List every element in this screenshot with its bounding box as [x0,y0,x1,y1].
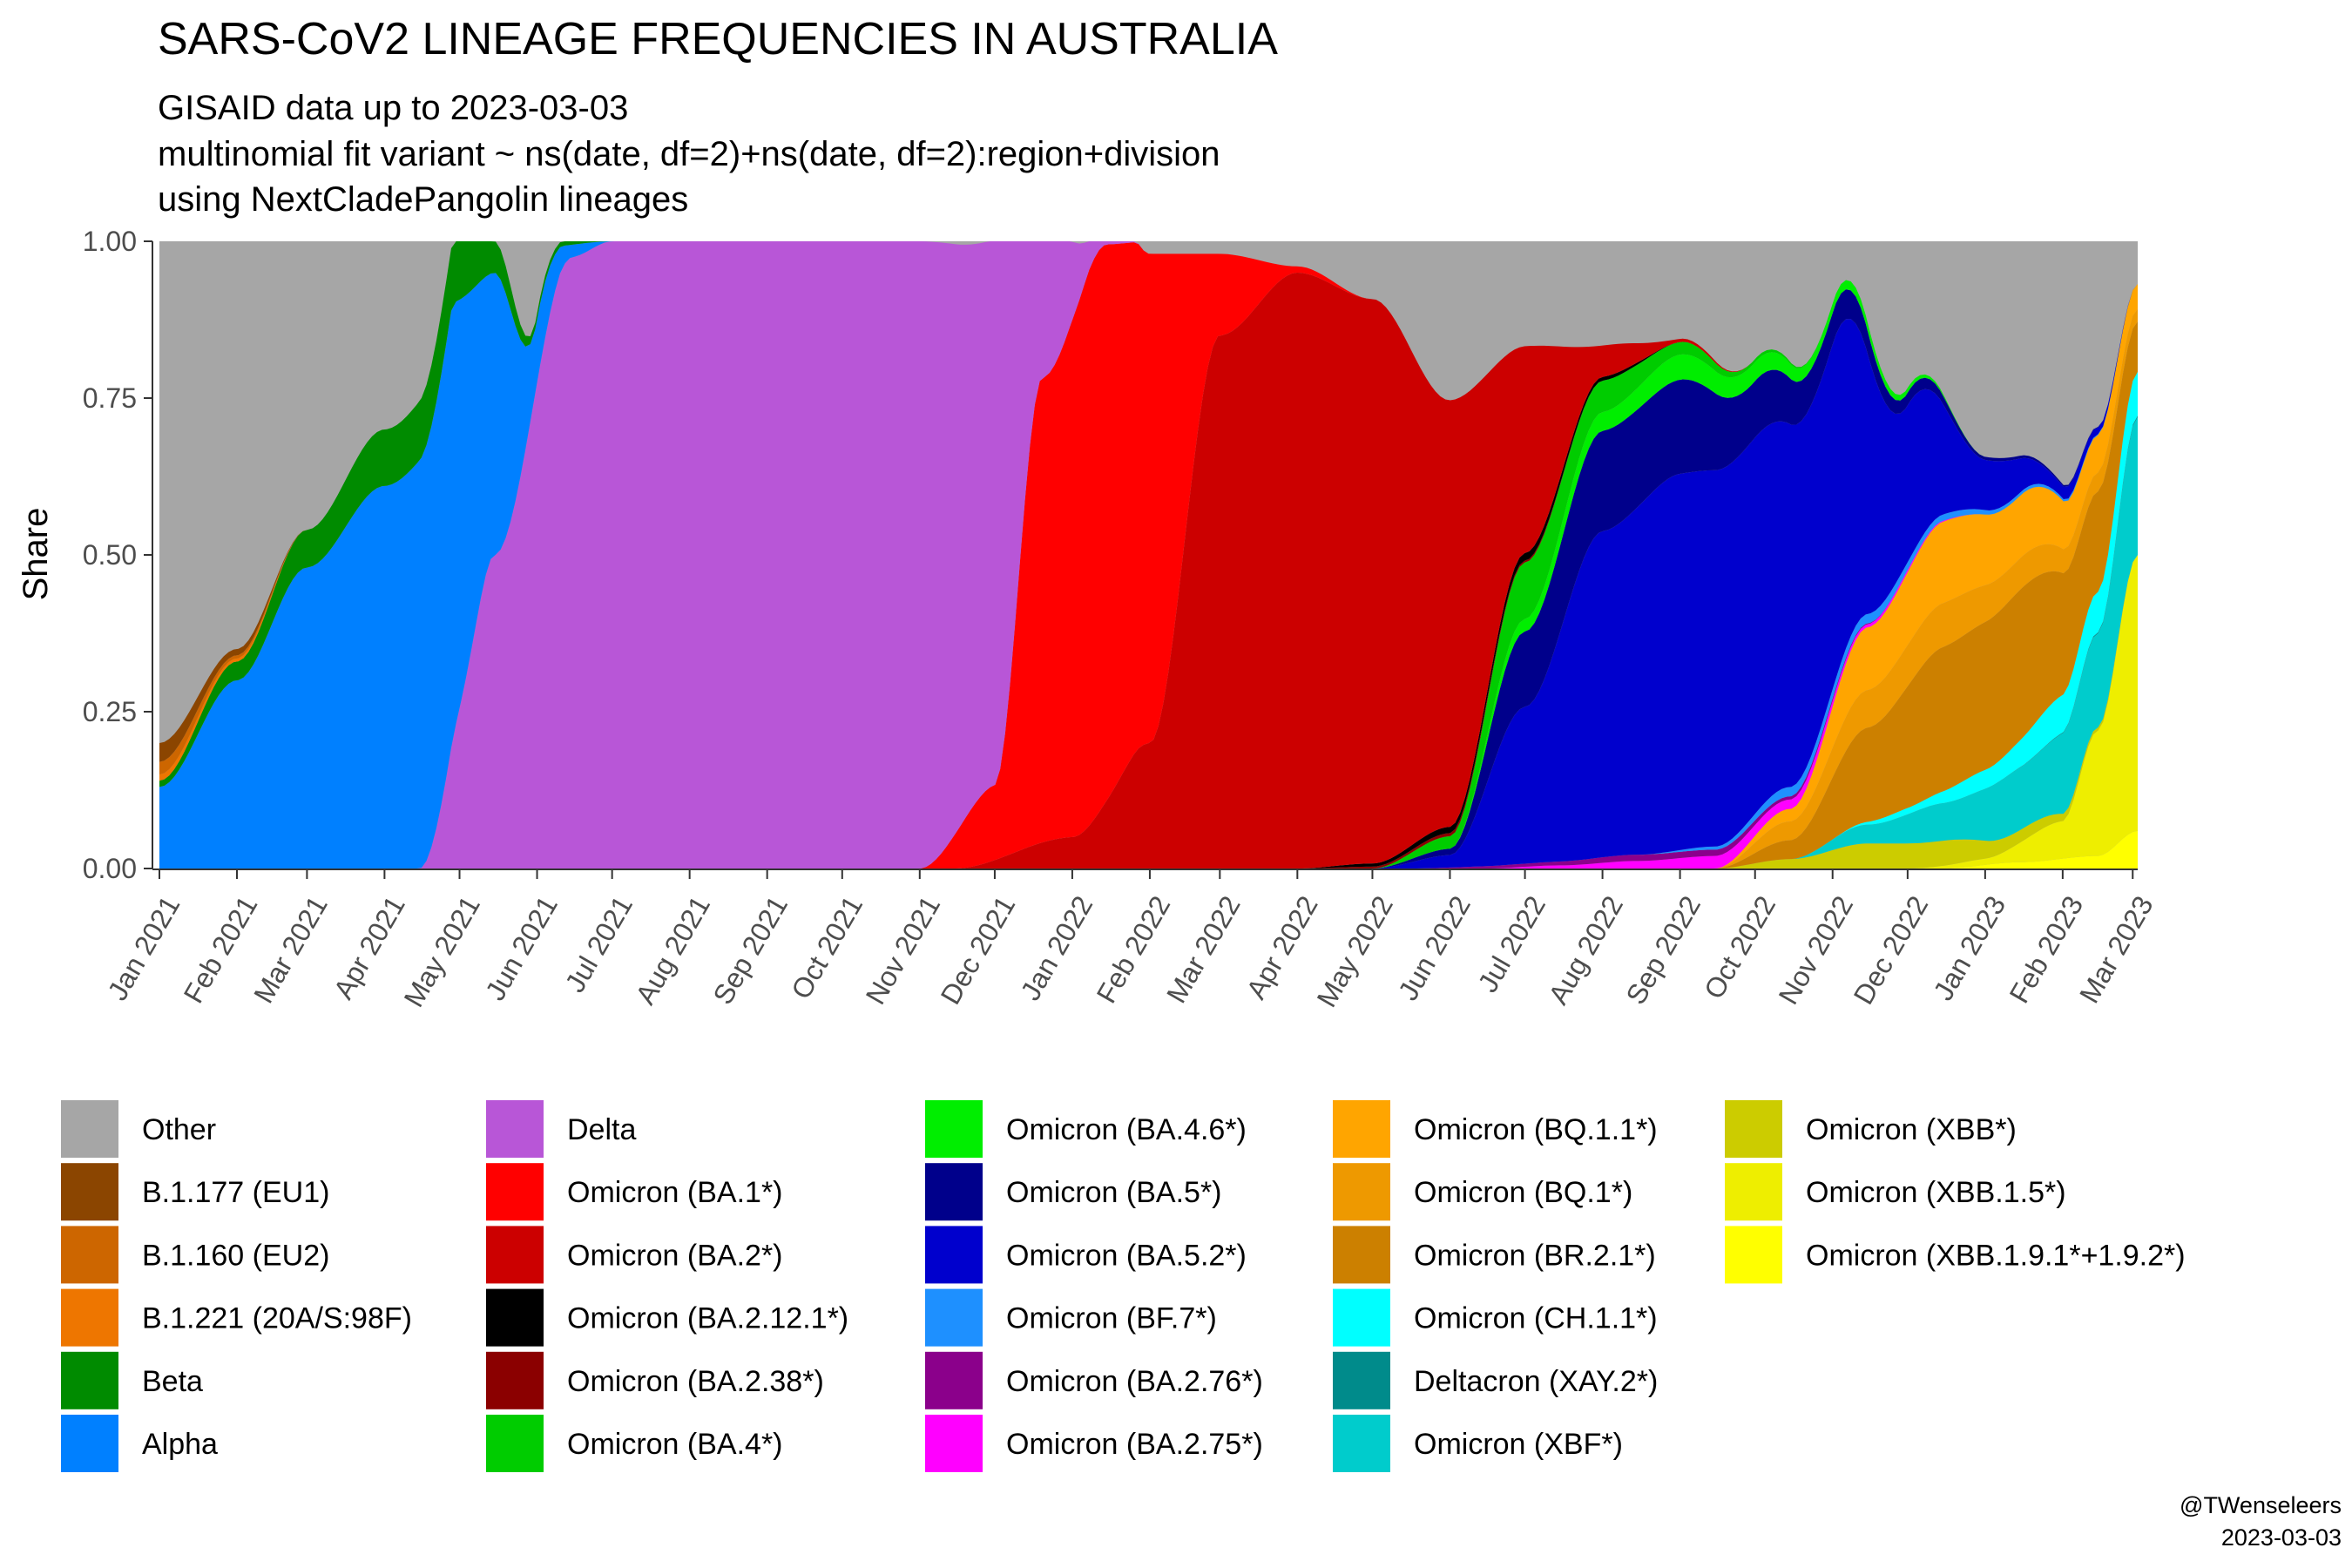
legend-swatch [925,1351,983,1409]
legend-swatch [1333,1415,1390,1472]
legend-swatch [486,1163,544,1221]
x-tick-label: Aug 2022 [1542,890,1629,1010]
area-omicron-ba-5 [159,283,2138,869]
legend-label: Omicron (BA.2.12.1*) [567,1302,848,1335]
legend-label: Beta [142,1365,203,1398]
x-tick-label: Oct 2021 [785,890,868,1004]
legend-label: Omicron (XBB.1.9.1*+1.9.2*) [1806,1239,2186,1272]
legend-swatch [925,1415,983,1472]
legend-label: Omicron (BA.5*) [1006,1176,1222,1209]
legend-label: Omicron (BA.5.2*) [1006,1239,1247,1272]
x-tick-label: Jul 2021 [558,890,639,997]
area-delta [159,241,2138,868]
legend-label: Omicron (BA.4*) [567,1428,783,1461]
x-tick-label: May 2022 [1310,890,1398,1012]
legend-label: Omicron (XBB*) [1806,1113,2017,1146]
legend-label: Omicron (BQ.1*) [1414,1176,1632,1209]
plot-area [159,241,2138,869]
x-tick-label: May 2021 [398,890,486,1012]
x-tick-label: Apr 2022 [1240,890,1324,1004]
caption-author: @TWenseleers [2180,1492,2342,1518]
legend-swatch [1333,1288,1390,1347]
legend-swatch [1333,1226,1390,1284]
legend-label: Omicron (BF.7*) [1006,1302,1217,1335]
legend-label: Deltacron (XAY.2*) [1414,1365,1658,1398]
legend-swatch [486,1415,544,1472]
legend-label: Omicron (CH.1.1*) [1414,1302,1658,1335]
caption-date: 2023-03-03 [2221,1524,2342,1551]
x-tick-label: Jan 2023 [1927,890,2011,1005]
legend-swatch [61,1163,118,1221]
legend-swatch [1725,1226,1782,1284]
area-omicron-ba-5-2 [159,283,2138,869]
legend-label: B.1.160 (EU2) [142,1239,329,1272]
legend-swatch [925,1100,983,1158]
legend-label: Other [142,1113,216,1146]
legend-label: Omicron (BA.2.76*) [1006,1365,1263,1398]
x-tick-label: Jun 2022 [1392,890,1477,1005]
legend-label: B.1.221 (20A/S:98F) [142,1302,412,1335]
x-tick-label: Aug 2021 [629,890,716,1010]
legend-label: Omicron (BA.1*) [567,1176,783,1209]
legend-label: Delta [567,1113,636,1146]
legend-label: Omicron (BA.2*) [567,1239,783,1272]
x-tick-label: Jun 2021 [479,890,564,1005]
x-tick-label: Jan 2021 [101,890,186,1005]
legend-swatch [1333,1351,1390,1409]
legend-swatch [925,1288,983,1347]
legend-label: Omicron (BA.2.75*) [1006,1428,1263,1461]
x-tick-label: Oct 2022 [1698,890,1781,1004]
y-tick-label: 0.00 [83,853,137,884]
x-tick-label: Jul 2022 [1471,890,1551,997]
chart-subtitle-line-1: GISAID data up to 2023-03-03 [158,89,628,127]
legend-swatch [1333,1100,1390,1158]
x-tick-label: Sep 2021 [706,890,794,1010]
legend-label: Omicron (BA.2.38*) [567,1365,824,1398]
x-tick-label: Apr 2021 [328,890,411,1004]
x-tick-label: Sep 2022 [1619,890,1707,1010]
legend-swatch [925,1226,983,1284]
chart-subtitle-line-3: using NextCladePangolin lineages [158,180,688,219]
x-tick-label: Nov 2022 [1773,890,1860,1010]
legend-swatch [61,1351,118,1409]
legend-label: Omicron (XBF*) [1414,1428,1623,1461]
legend-swatch [61,1415,118,1472]
legend-swatch [61,1226,118,1284]
legend-label: Omicron (XBB.1.5*) [1806,1176,2066,1209]
legend-label: B.1.177 (EU1) [142,1176,329,1209]
y-tick-label: 0.75 [83,382,137,414]
legend-swatch [486,1288,544,1347]
legend-swatch [925,1163,983,1221]
legend-label: Alpha [142,1428,218,1461]
x-tick-label: Jan 2022 [1014,890,1098,1005]
x-tick-label: Dec 2022 [1848,890,1935,1010]
legend-swatch [486,1351,544,1409]
legend-swatch [1333,1163,1390,1221]
area-omicron-xbf [159,416,2138,869]
legend-swatch [1725,1100,1782,1158]
chart-subtitle-line-2: multinomial fit variant ~ ns(date, df=2)… [158,135,1220,173]
x-tick-label: Nov 2021 [860,890,947,1010]
y-tick-label: 1.00 [83,226,137,257]
legend: Other B.1.177 (EU1) B.1.160 (EU2) B.1.221 (… [61,1100,2186,1472]
legend-swatch [1725,1163,1782,1221]
legend-swatch [61,1100,118,1158]
y-tick-label: 0.50 [83,539,137,571]
y-axis-title: Share [17,508,55,601]
chart-title: SARS-CoV2 LINEAGE FREQUENCIES IN AUSTRAL… [158,14,1278,64]
legend-label: Omicron (BA.4.6*) [1006,1113,1247,1146]
legend-swatch [61,1288,118,1347]
area-omicron-ba-2 [159,273,2138,868]
legend-label: Omicron (BR.2.1*) [1414,1239,1656,1272]
legend-swatch [486,1226,544,1284]
legend-swatch [486,1100,544,1158]
area-omicron-ba-1 [159,242,2138,868]
legend-label: Omicron (BQ.1.1*) [1414,1113,1658,1146]
x-tick-label: Dec 2021 [935,890,1022,1010]
y-tick-label: 0.25 [83,696,137,727]
area-alpha [159,241,2138,868]
